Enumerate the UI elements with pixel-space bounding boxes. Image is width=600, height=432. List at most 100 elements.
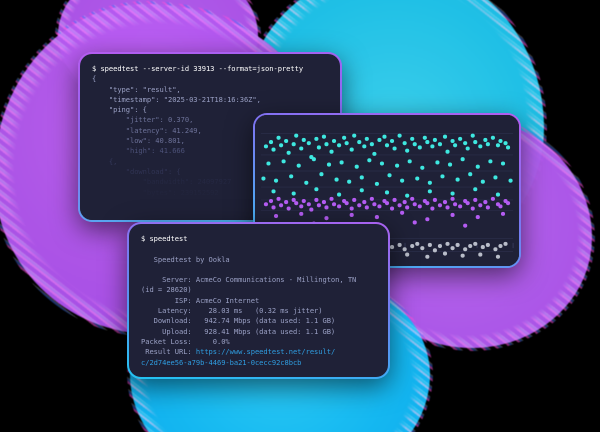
chart-point [392,146,397,151]
chart-point [442,134,448,139]
chart-point [319,172,324,177]
result-terminal-text: $ speedtest Speedtest by Ookla Server: A… [129,224,388,377]
chart-point [316,203,321,208]
chart-point [263,202,269,207]
chart-point [397,242,402,248]
chart-point [503,141,508,146]
chart-point [314,187,319,192]
chart-point [412,220,417,225]
chart-point [465,201,470,206]
chart-point [498,204,503,209]
chart-point [284,200,289,205]
chart-point [299,211,304,216]
chart-point [412,202,417,207]
chart-point [364,205,369,210]
chart-point [387,173,392,178]
result-output-card[interactable]: $ speedtest Speedtest by Ookla Server: A… [127,222,390,379]
chart-point [463,247,468,252]
chart-point [437,243,443,249]
chart-point [369,196,374,201]
chart-point [425,140,430,145]
chart-point [463,141,468,146]
chart-point [279,203,284,208]
chart-point [286,150,291,155]
chart-point [299,146,304,151]
chart-point [405,148,410,153]
chart-point [359,188,364,193]
chart-point [508,178,513,183]
chart-point [483,200,488,205]
chart-point [480,179,485,184]
terminal-line: Download: 942.74 Mbps (data used: 1.1 GB… [153,316,336,326]
result-url-link[interactable]: https://www.speedtest.net/result/ c/2d74… [141,347,336,367]
chart-point [468,243,473,249]
chart-point [405,252,410,257]
chart-point [324,205,329,210]
chart-point [445,205,450,210]
chart-point [427,242,432,248]
chart-point [271,147,276,152]
chart-point [495,192,501,197]
chart-point [326,162,332,167]
chart-point [425,254,430,259]
chart-point [334,177,339,182]
chart-point [357,140,362,145]
chart-point [495,143,501,148]
chart-point [437,142,443,147]
chart-point [473,197,478,202]
chart-point [294,133,299,138]
chart-point [273,178,279,183]
chart-point [352,133,357,138]
chart-point [498,138,503,144]
chart-point [425,201,430,206]
chart-point [505,201,511,206]
chart-point [455,177,460,182]
terminal-line: Upload: 928.41 Mbps (data used: 1.1 GB) [162,326,336,336]
chart-point [337,143,342,148]
terminal-line: (id = 28620) [141,285,192,295]
chart-point [488,159,493,164]
chart-point [432,248,437,253]
chart-point [289,174,294,179]
terminal-line: "bytes": 239152592 [142,187,219,197]
chart-point [475,164,480,169]
chart-point [460,157,465,162]
chart-point [261,176,266,181]
chart-point [473,241,478,246]
chart-point [432,197,437,202]
chart-point [450,138,455,144]
chart-point [384,201,390,206]
chart-point [455,242,460,248]
chart-point [268,140,274,145]
chart-point [480,245,485,250]
chart-point [402,247,407,252]
chart-point [415,241,420,246]
chart-point [400,178,405,183]
chart-point [450,212,455,217]
terminal-line: $ speedtest [141,234,188,243]
chart-point [389,138,395,144]
chart-point [344,201,349,206]
chart-point [493,247,498,252]
chart-point [473,187,478,192]
chart-point [344,141,349,146]
terminal-line: Packet Loss: 0.0% [141,336,230,346]
chart-point [397,133,402,138]
chart-point [430,144,435,149]
chart-point [400,210,405,215]
chart-point [490,135,495,140]
terminal-line: { [92,74,97,84]
chart-point [478,252,483,257]
chart-point [442,200,448,205]
terminal-line: Server: AcmeCo Communications - Millingt… [162,275,357,285]
chart-point [478,144,483,149]
chart-point [425,217,430,222]
terminal-line: "type": "result", [108,84,181,94]
terminal-line: "bandwidth": 24097927 [142,177,232,187]
chart-point [306,141,311,146]
chart-point [266,161,271,166]
chart-point [301,137,306,142]
chart-series-download [261,133,513,198]
chart-point [463,223,468,228]
chart-point [460,253,465,258]
